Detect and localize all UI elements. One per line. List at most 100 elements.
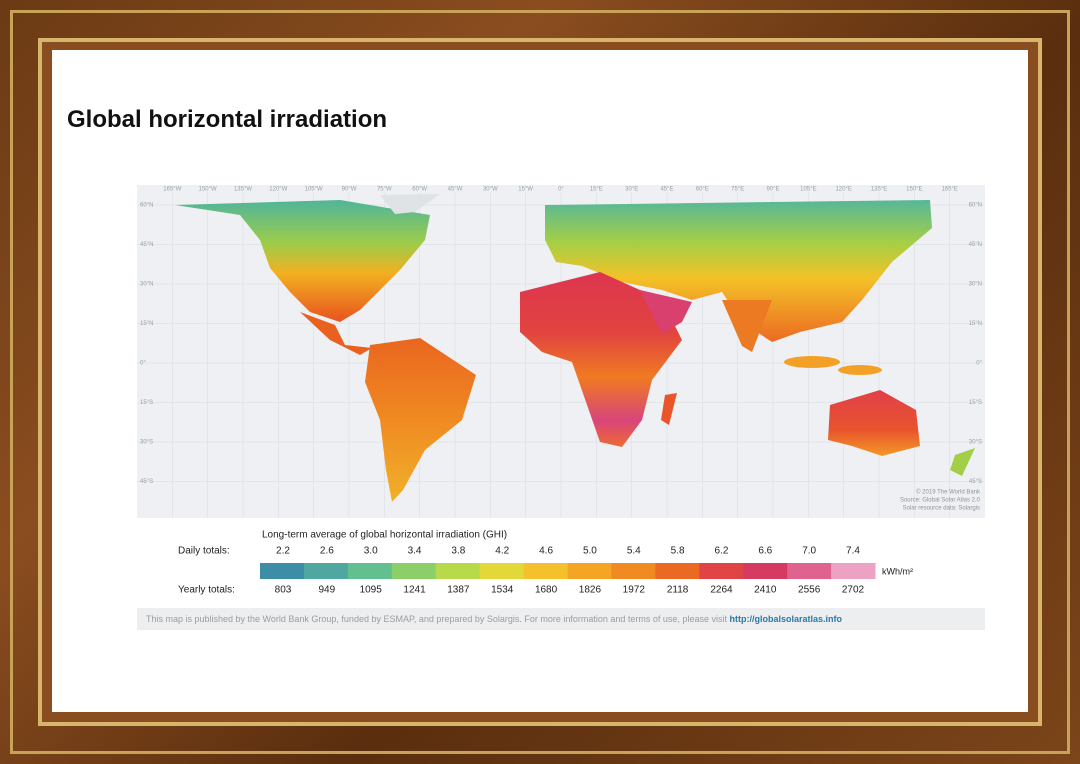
longitude-label: 165°W	[163, 187, 181, 193]
footer-text: This map is published by the World Bank …	[146, 614, 727, 624]
legend-swatch	[699, 563, 744, 579]
longitude-label: 90°W	[342, 187, 357, 193]
daily-value: 6.2	[715, 546, 729, 557]
yearly-value: 1534	[491, 585, 514, 596]
latitude-label: 60°N	[969, 203, 982, 209]
yearly-value: 949	[319, 585, 336, 596]
unit: kWh/m²	[882, 566, 913, 576]
daily-value: 2.2	[276, 546, 290, 557]
longitude-label: 45°E	[660, 187, 673, 193]
longitude-label: 135°E	[871, 187, 887, 193]
daily-value: 5.4	[627, 546, 641, 557]
legend-swatch	[787, 563, 832, 579]
daily-value: 6.6	[758, 546, 772, 557]
legend-swatch	[743, 563, 788, 579]
eurasia	[545, 200, 932, 342]
yearly-value: 2118	[667, 585, 689, 596]
latitude-label: 0°	[976, 361, 982, 367]
legend: Long-term average of global horizontal i…	[178, 530, 913, 596]
north-america	[175, 200, 430, 322]
footer-background	[137, 608, 985, 630]
longitude-label: 30°W	[483, 187, 498, 193]
title: Global horizontal irradiation	[67, 106, 388, 133]
yearly-value: 2702	[842, 585, 865, 596]
longitude-label: 120°W	[269, 187, 287, 193]
central-america	[300, 312, 372, 355]
south-america	[365, 338, 476, 502]
longitude-label: 75°W	[377, 187, 392, 193]
madagascar	[661, 393, 677, 425]
legend-swatch	[523, 563, 568, 579]
yearly-value: 1387	[447, 585, 470, 596]
africa	[520, 272, 682, 447]
latitude-label: 45°N	[969, 242, 982, 248]
longitude-label: 30°E	[625, 187, 638, 193]
legend-swatch	[611, 563, 656, 579]
longitude-label: 45°W	[448, 187, 463, 193]
longitude-label: 150°W	[199, 187, 217, 193]
longitude-label: 105°W	[305, 187, 323, 193]
longitude-label: 75°E	[731, 187, 744, 193]
longitude-label: 135°W	[234, 187, 252, 193]
latitude-label: 30°N	[140, 282, 153, 288]
daily-value: 2.6	[320, 546, 334, 557]
latitude-label: 45°S	[969, 479, 982, 485]
latitude-label: 45°N	[140, 242, 153, 248]
latitude-label: 15°N	[969, 321, 982, 327]
yearly-value: 803	[275, 585, 292, 596]
daily-value: 3.4	[408, 546, 422, 557]
latitude-label: 60°N	[140, 203, 153, 209]
daily-value: 5.0	[583, 546, 597, 557]
latitude-label: 30°N	[969, 282, 982, 288]
longitude-label: 150°E	[906, 187, 922, 193]
yearly-value: 1972	[623, 585, 646, 596]
indonesia	[784, 356, 840, 368]
longitude-label: 105°E	[800, 187, 816, 193]
longitude-label: 0°	[558, 187, 564, 193]
longitude-label: 90°E	[766, 187, 779, 193]
longitude-label: 165°E	[941, 187, 957, 193]
yearly-value: 1241	[403, 585, 426, 596]
legend-swatch	[391, 563, 437, 579]
legend-swatch	[435, 563, 481, 579]
daily-value: 5.8	[671, 546, 685, 557]
latitude-label: 15°N	[140, 321, 153, 327]
legend-title: Long-term average of global horizontal i…	[262, 530, 507, 541]
legend-swatch	[303, 563, 349, 579]
yearly-value: 1095	[360, 585, 383, 596]
australia	[828, 390, 920, 456]
latitude-label: 30°S	[969, 440, 982, 446]
daily-value: 7.4	[846, 546, 860, 557]
greenland	[380, 194, 440, 214]
yearly-value: 1680	[535, 585, 558, 596]
india	[722, 300, 772, 352]
yearly-label: Yearly totals:	[178, 585, 235, 596]
yearly-value: 2264	[710, 585, 733, 596]
arabia	[640, 290, 692, 334]
longitude-label: 60°E	[696, 187, 709, 193]
latitude-label: 15°S	[969, 400, 982, 406]
latitude-label: 30°S	[140, 440, 153, 446]
indonesia	[838, 365, 882, 375]
new-zealand	[950, 448, 975, 476]
daily-value: 3.0	[364, 546, 378, 557]
footer-link[interactable]: http://globalsolaratlas.info	[729, 614, 842, 624]
legend-swatch	[655, 563, 700, 579]
longitude-label: 15°E	[590, 187, 603, 193]
map-credit: © 2019 The World Bank	[916, 489, 981, 496]
latitude-label: 0°	[140, 361, 146, 367]
map-credit: Source: Global Solar Atlas 2.0	[900, 498, 981, 504]
latitude-label: 45°S	[140, 479, 153, 485]
latitude-label: 15°S	[140, 400, 153, 406]
legend-background	[137, 518, 985, 606]
legend-swatch	[347, 563, 393, 579]
daily-value: 7.0	[802, 546, 816, 557]
daily-value: 4.2	[495, 546, 509, 557]
legend-swatch	[567, 563, 612, 579]
legend-swatch	[479, 563, 525, 579]
daily-value: 4.6	[539, 546, 553, 557]
yearly-value: 2410	[754, 585, 777, 596]
frame-border	[10, 10, 1070, 754]
footer: This map is published by the World Bank …	[146, 614, 842, 624]
